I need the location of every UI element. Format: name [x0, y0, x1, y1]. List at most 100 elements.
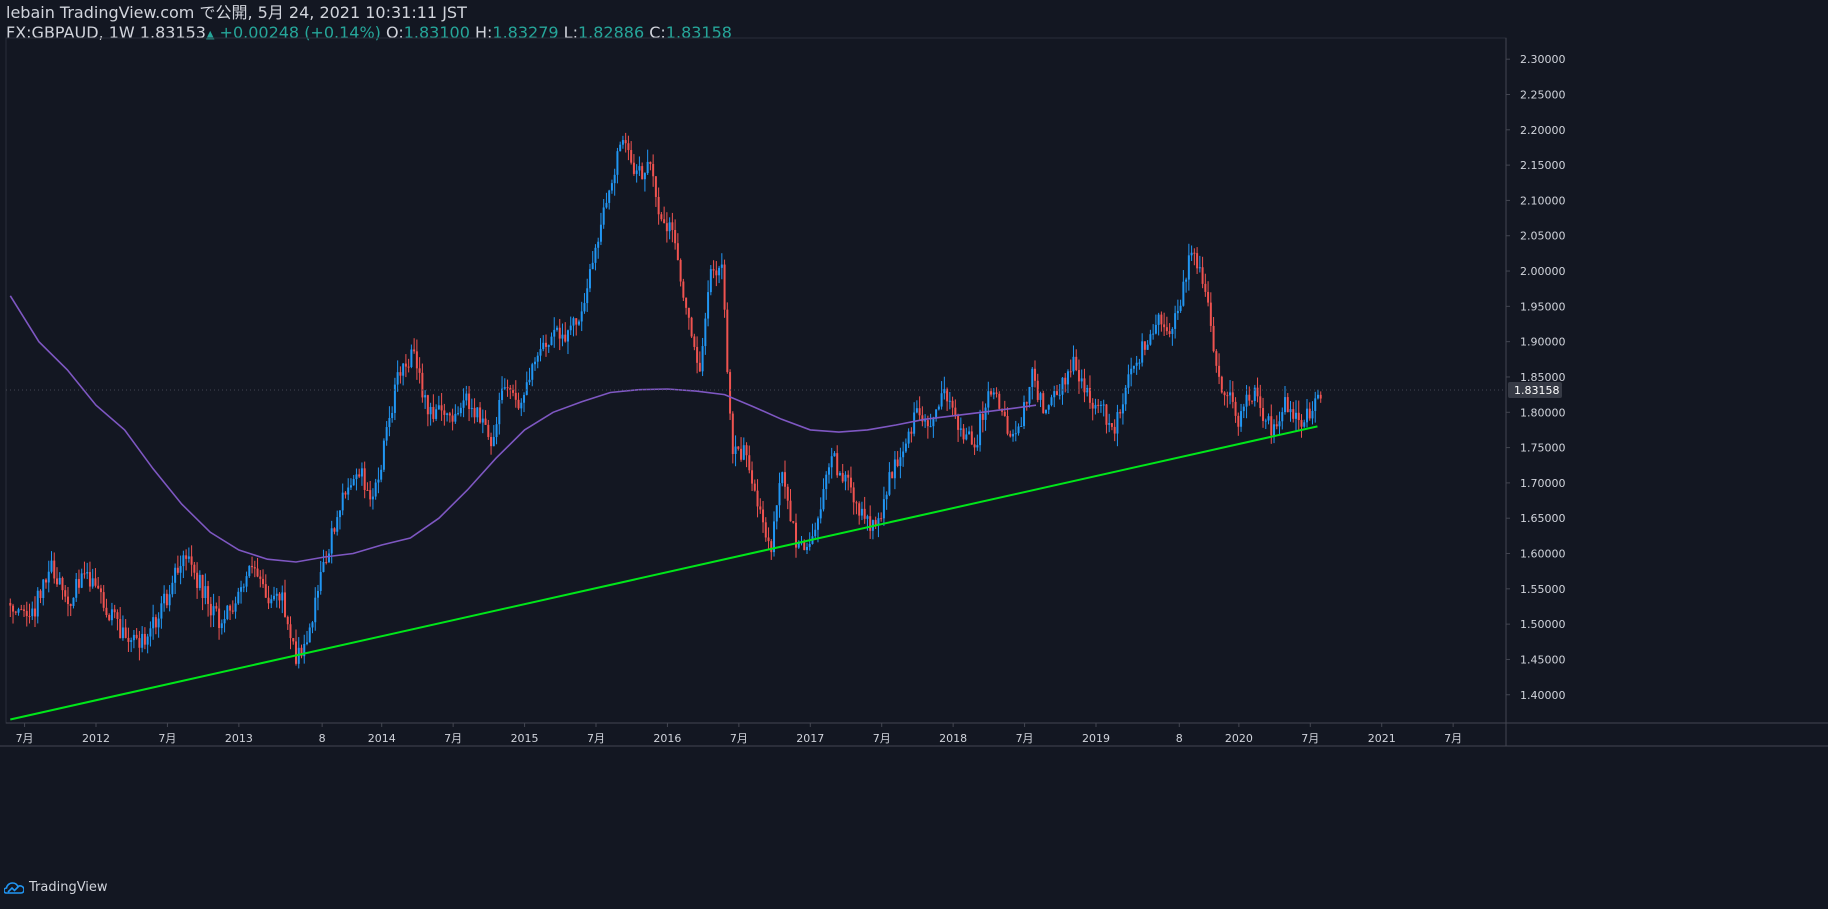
candle-body	[616, 151, 619, 175]
candle-body	[218, 608, 221, 629]
candle-body	[888, 472, 891, 495]
candle-body	[352, 479, 355, 486]
candle-body	[1143, 341, 1146, 350]
candle-body	[314, 597, 317, 623]
candle-body	[1077, 370, 1080, 382]
candle-body	[435, 409, 438, 419]
candle-body	[262, 578, 265, 585]
candle-body	[671, 222, 674, 230]
last-price: 1.83153	[139, 23, 206, 42]
candle-body	[1292, 409, 1295, 419]
price-change: +0.00248 (+0.14%)	[219, 23, 381, 42]
candle-body	[399, 372, 402, 376]
y-tick-label: 2.15000	[1520, 159, 1566, 172]
candle-body	[454, 413, 457, 422]
candle-body	[987, 391, 990, 408]
candle-body	[443, 410, 446, 415]
y-tick-label: 1.95000	[1520, 300, 1566, 313]
candle-body	[514, 392, 517, 400]
candle-body	[168, 594, 171, 606]
candle-body	[459, 407, 462, 414]
candle-body	[827, 467, 830, 475]
y-tick-label: 2.00000	[1520, 265, 1566, 278]
candle-body	[990, 391, 993, 395]
candle-body	[621, 140, 624, 145]
candle-body	[174, 567, 177, 583]
candle-body	[157, 618, 160, 628]
candle-body	[1138, 362, 1141, 364]
candle-body	[1231, 392, 1234, 402]
candle-body	[119, 618, 122, 639]
candle-body	[1053, 391, 1056, 398]
candle-body	[583, 303, 586, 312]
candle-body	[759, 506, 762, 510]
candle-body	[1127, 374, 1130, 388]
candle-body	[396, 372, 399, 385]
candle-body	[907, 431, 910, 444]
candle-body	[204, 586, 207, 599]
candle-body	[547, 345, 550, 347]
x-tick-label: 7月	[444, 732, 462, 745]
candle-body	[366, 489, 369, 491]
last-price-label: 1.83158	[1514, 384, 1560, 397]
x-tick-label: 2016	[653, 732, 681, 745]
candle-body	[550, 336, 553, 346]
candle-body	[536, 355, 539, 362]
candle-body	[121, 627, 124, 639]
candle-body	[9, 602, 12, 606]
candle-body	[1253, 387, 1256, 402]
candle-body	[34, 608, 37, 617]
candle-body	[913, 412, 916, 434]
open-value: 1.83100	[403, 23, 470, 42]
close-value: 1.83158	[665, 23, 732, 42]
candle-body	[1190, 252, 1193, 256]
candle-body	[635, 170, 638, 174]
candle-body	[229, 605, 232, 611]
candle-body	[830, 456, 833, 468]
candle-body	[50, 560, 53, 572]
candle-body	[245, 576, 248, 587]
y-tick-label: 1.50000	[1520, 618, 1566, 631]
candle-body	[638, 166, 641, 171]
candle-body	[1116, 412, 1119, 434]
candle-body	[605, 202, 608, 208]
candle-body	[391, 412, 394, 418]
candle-body	[448, 413, 451, 416]
candle-body	[943, 389, 946, 394]
candle-body	[12, 605, 15, 612]
candle-body	[610, 183, 613, 191]
candle-body	[1267, 416, 1270, 421]
candle-body	[446, 413, 449, 415]
candle-body	[160, 603, 163, 619]
candle-body	[388, 417, 391, 428]
candle-body	[855, 502, 858, 504]
candle-body	[487, 424, 490, 437]
candle-body	[124, 627, 127, 638]
candle-body	[1034, 368, 1037, 381]
candle-body	[1088, 387, 1091, 403]
candle-body	[643, 173, 646, 180]
candle-body	[742, 445, 745, 460]
candle-body	[102, 592, 105, 608]
candle-body	[715, 270, 718, 276]
candle-body	[1305, 408, 1308, 423]
close-label: C:	[649, 23, 666, 42]
moving-average-line	[9, 295, 1037, 563]
candle-body	[77, 579, 80, 588]
candle-body	[1171, 328, 1174, 334]
candle-body	[981, 414, 984, 420]
last-price-badge	[1508, 381, 1562, 398]
candle-body	[586, 288, 589, 304]
candle-body	[185, 555, 188, 559]
y-tick-label: 1.60000	[1520, 548, 1566, 561]
candle-body	[860, 508, 863, 516]
candle-body	[421, 372, 424, 398]
candle-body	[72, 597, 75, 606]
publish-line: lebain TradingView.com で公開, 5月 24, 2021 …	[6, 3, 467, 22]
candle-body	[55, 578, 58, 585]
candle-body	[1259, 396, 1262, 408]
candle-body	[264, 584, 267, 598]
x-tick-label: 7月	[730, 732, 748, 745]
candle-body	[1295, 412, 1297, 419]
